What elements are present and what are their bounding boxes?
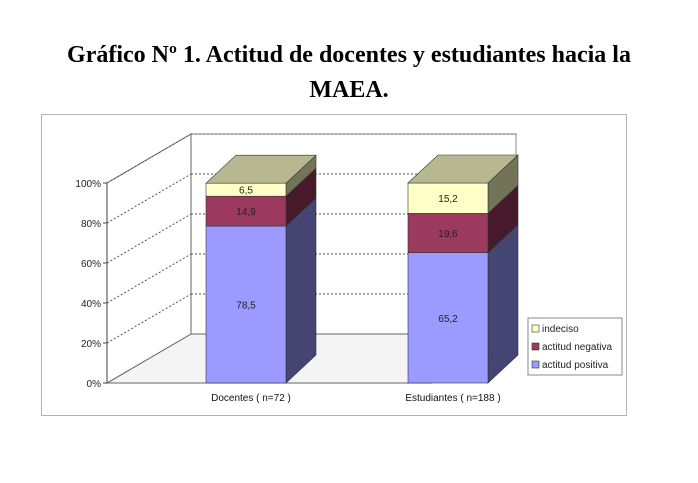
chart-frame: 0% 20% 40% 60% 80% 100% 78,5 14,9 6,5 Docentes ( … [41, 114, 627, 416]
y-tick-label: 100% [75, 179, 101, 190]
chart-title: Gráfico Nº 1. Actitud de docentes y estu… [0, 38, 698, 108]
data-label: 15,2 [438, 194, 458, 205]
data-label: 78,5 [236, 301, 256, 312]
gridline-depth [106, 253, 192, 304]
data-label: 6,5 [239, 186, 253, 197]
bar-segment-positiva[interactable] [205, 225, 287, 384]
legend-label-indeciso: indeciso [542, 324, 579, 335]
y-tick-label: 80% [81, 219, 101, 230]
chart-title-line-2: MAEA. [309, 77, 389, 103]
legend-swatch-negativa [531, 342, 540, 351]
stacked-bar-chart: 0% 20% 40% 60% 80% 100% 78,5 14,9 6,5 Docentes ( … [75, 133, 623, 404]
legend-label-positiva: actitud positiva [542, 360, 609, 371]
bar-top [407, 154, 519, 184]
legend-label-negativa: actitud negativa [542, 342, 612, 353]
gridline-depth [106, 293, 192, 344]
bar-top [205, 154, 317, 184]
y-tick-label: 60% [81, 259, 101, 270]
x-category-label: Estudiantes ( n=188 ) [405, 393, 500, 404]
data-label: 14,9 [236, 207, 256, 218]
y-tick-label: 0% [87, 379, 102, 390]
x-category-label: Docentes ( n=72 ) [211, 393, 291, 404]
bar-segment-negativa[interactable] [205, 195, 287, 227]
bar-segment-indeciso[interactable] [407, 182, 489, 214]
bar-side-positiva [285, 197, 317, 384]
y-tick-label: 20% [81, 339, 101, 350]
gridline-depth [106, 173, 192, 224]
bar-segment-negativa[interactable] [407, 213, 489, 253]
data-label: 19,6 [438, 229, 458, 240]
legend-swatch-indeciso [531, 324, 540, 333]
legend-box [527, 317, 623, 376]
y-tick-label: 40% [81, 299, 101, 310]
data-label: 65,2 [438, 314, 458, 325]
legend-swatch-positiva [531, 360, 540, 369]
gridline-depth [106, 213, 192, 264]
gridline-depth [106, 133, 192, 184]
chart-title-line-1: Gráfico Nº 1. Actitud de docentes y estu… [67, 42, 631, 68]
